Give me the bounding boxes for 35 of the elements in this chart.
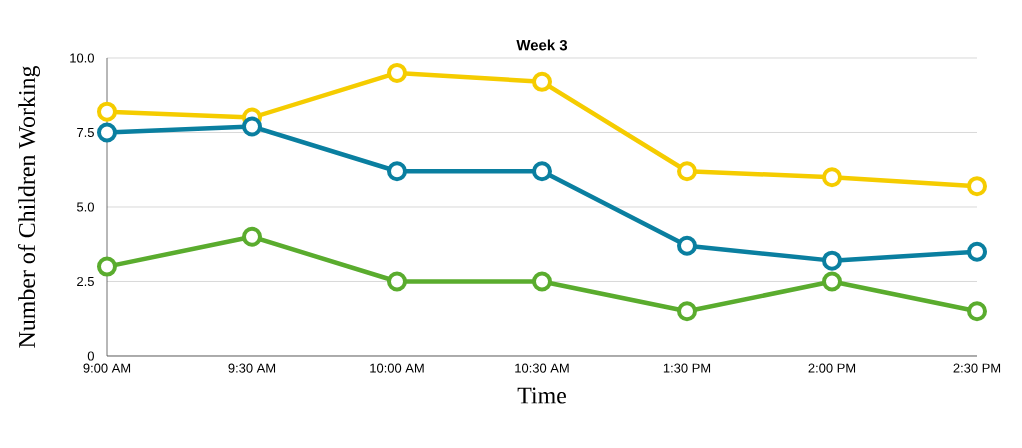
point [677, 161, 697, 182]
point [97, 101, 117, 122]
point [97, 256, 117, 277]
y-tick-label: 10.0 [70, 53, 94, 63]
point [822, 167, 842, 188]
x-tick-label: 9:30 AM [228, 363, 276, 373]
x-tick-label: 10:30 AM [515, 363, 569, 373]
x-tick-label: 1:30 PM [663, 363, 711, 373]
point [387, 271, 407, 292]
point [677, 235, 697, 256]
x-tick-label: 2:00 PM [808, 363, 856, 373]
y-tick-label: 7.5 [77, 127, 94, 138]
point [97, 122, 117, 143]
point [242, 226, 262, 247]
point [532, 71, 552, 92]
point [967, 241, 988, 262]
x-tick-label: 10:00 AM [370, 363, 424, 373]
chart-title: Week 3 [516, 39, 568, 51]
y-tick-label: 0 [87, 351, 94, 361]
point [387, 62, 407, 83]
point [532, 161, 552, 182]
x-tick-label: 2:30 PM [953, 363, 1001, 373]
point [242, 116, 262, 137]
y-tick-label: 2.5 [77, 276, 94, 287]
point [387, 161, 407, 182]
point [967, 301, 988, 322]
point [967, 176, 988, 197]
point [532, 271, 552, 292]
point [677, 301, 697, 322]
point [822, 250, 842, 271]
y-tick-label: 5.0 [76, 202, 94, 212]
x-tick-label: 9:00 AM [83, 363, 131, 373]
x-axis-title: Time [517, 387, 566, 404]
point [822, 271, 842, 292]
y-axis-title: Number of Children Working [18, 65, 40, 348]
